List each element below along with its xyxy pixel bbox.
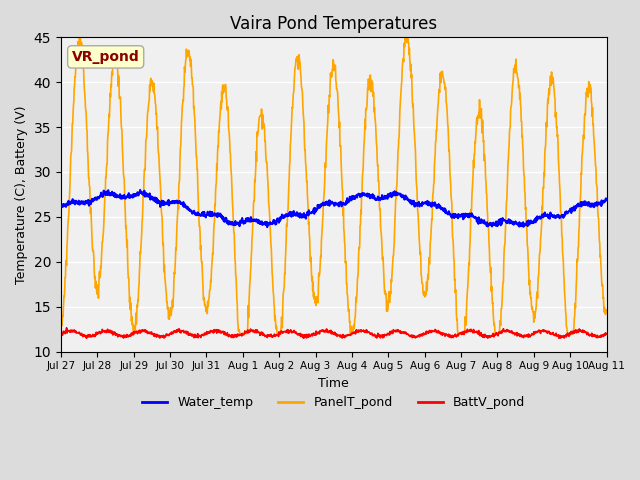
Title: Vaira Pond Temperatures: Vaira Pond Temperatures — [230, 15, 437, 33]
X-axis label: Time: Time — [318, 377, 349, 390]
Y-axis label: Temperature (C), Battery (V): Temperature (C), Battery (V) — [15, 105, 28, 284]
Text: VR_pond: VR_pond — [72, 50, 140, 64]
Legend: Water_temp, PanelT_pond, BattV_pond: Water_temp, PanelT_pond, BattV_pond — [138, 391, 530, 414]
